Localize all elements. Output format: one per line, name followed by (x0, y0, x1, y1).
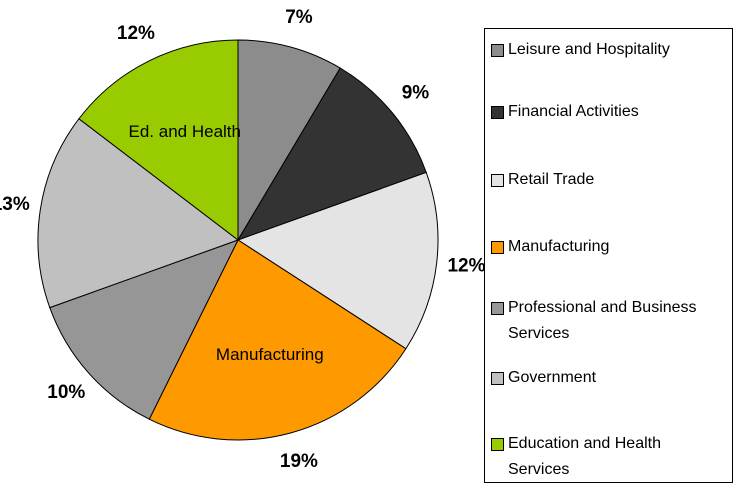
data-label: 19% (280, 451, 318, 472)
data-label: 12% (447, 255, 484, 276)
legend-swatch (491, 372, 504, 385)
legend-label: Manufacturing (508, 238, 610, 255)
legend-swatch (491, 302, 504, 315)
legend-item: Professional and Business Services (491, 295, 698, 347)
pie-slice (236, 171, 439, 350)
data-label: 13% (0, 194, 30, 215)
legend-item: Leisure and Hospitality (491, 37, 698, 63)
slice-label: Manufacturing (216, 345, 324, 364)
legend-item: Financial Activities (491, 99, 698, 125)
legend-item: Government (491, 365, 698, 391)
legend-label: Leisure and Hospitality (508, 41, 670, 58)
legend-swatch (491, 241, 504, 254)
pie-slice (236, 67, 427, 241)
pie-slice (49, 239, 239, 420)
legend-item: Retail Trade (491, 167, 698, 193)
legend-swatch (491, 106, 504, 119)
legend-swatch (491, 44, 504, 57)
pie-slice (78, 39, 239, 242)
pie-slice (37, 118, 240, 309)
legend-swatch (491, 438, 504, 451)
pie-area: 7% 9% 12% 19% Manufacturing 10% 13% 12% Ed. and … (0, 7, 484, 472)
legend-item: Manufacturing (491, 234, 698, 260)
pie-slice (237, 39, 341, 242)
data-label: 7% (285, 7, 313, 28)
data-label: 9% (402, 83, 430, 104)
data-label: 10% (47, 382, 85, 403)
legend-label: Government (508, 369, 597, 386)
data-label: 12% (117, 23, 155, 44)
legend-item: Education and Health Services (491, 431, 698, 483)
legend-label: Retail Trade (508, 171, 595, 188)
legend-swatch (491, 174, 504, 187)
legend-label: Financial Activities (508, 103, 639, 120)
legend-label: Education and Health Services (508, 435, 661, 478)
legend: Leisure and Hospitality Financial Activit… (484, 28, 733, 483)
slice-label: Ed. and Health (129, 122, 241, 141)
legend-label: Professional and Business Services (508, 299, 697, 342)
